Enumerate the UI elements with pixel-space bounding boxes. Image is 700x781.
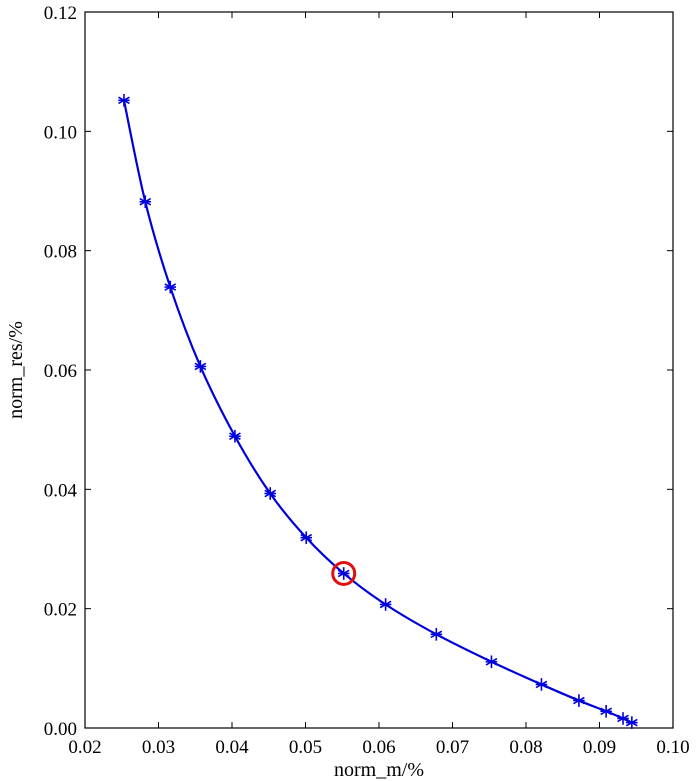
y-axis-ticks: 0.00 0.02 0.04 0.06 0.08 0.10 0.12 bbox=[44, 3, 673, 740]
data-point bbox=[264, 487, 277, 500]
data-point bbox=[625, 716, 638, 729]
x-tick-label: 0.03 bbox=[142, 737, 175, 758]
y-tick-label: 0.10 bbox=[44, 122, 77, 143]
data-point bbox=[229, 429, 241, 443]
y-tick-label: 0.06 bbox=[44, 361, 77, 382]
data-point bbox=[164, 280, 177, 294]
data-point bbox=[300, 531, 313, 544]
data-point bbox=[430, 628, 443, 641]
data-point bbox=[535, 678, 548, 691]
axes-frame bbox=[84, 11, 674, 729]
x-tick-label: 0.04 bbox=[215, 737, 249, 758]
data-point bbox=[600, 704, 612, 718]
x-tick-label: 0.07 bbox=[436, 737, 469, 758]
y-tick-label: 0.12 bbox=[44, 3, 77, 24]
data-point bbox=[118, 94, 130, 107]
highlight-circle bbox=[331, 560, 357, 586]
data-point bbox=[573, 694, 585, 707]
data-point bbox=[194, 360, 207, 373]
y-tick-label: 0.04 bbox=[44, 480, 78, 501]
x-tick-label: 0.09 bbox=[583, 737, 616, 758]
y-axis-title: norm_res/% bbox=[5, 321, 27, 419]
y-tick-label: 0.02 bbox=[44, 600, 77, 621]
data-point bbox=[337, 567, 350, 580]
marker-layer bbox=[118, 94, 638, 729]
y-tick-label: 0.00 bbox=[44, 719, 77, 740]
data-point bbox=[485, 655, 498, 669]
x-axis-ticks: 0.02 0.03 0.04 0.05 0.06 0.07 0.08 0.09 0.10 bbox=[68, 12, 690, 758]
y-tick-label: 0.08 bbox=[44, 242, 77, 263]
plot-area bbox=[84, 11, 674, 729]
series-line bbox=[122, 99, 633, 724]
data-point bbox=[139, 195, 152, 209]
highlight-layer bbox=[331, 560, 357, 586]
x-tick-label: 0.02 bbox=[68, 737, 101, 758]
x-tick-label: 0.08 bbox=[509, 737, 542, 758]
x-tick-label: 0.06 bbox=[362, 737, 395, 758]
x-tick-label: 0.10 bbox=[656, 737, 689, 758]
series-layer bbox=[122, 99, 633, 724]
x-axis-title: norm_m/% bbox=[334, 759, 424, 781]
data-point bbox=[379, 598, 392, 611]
x-tick-label: 0.05 bbox=[289, 737, 322, 758]
